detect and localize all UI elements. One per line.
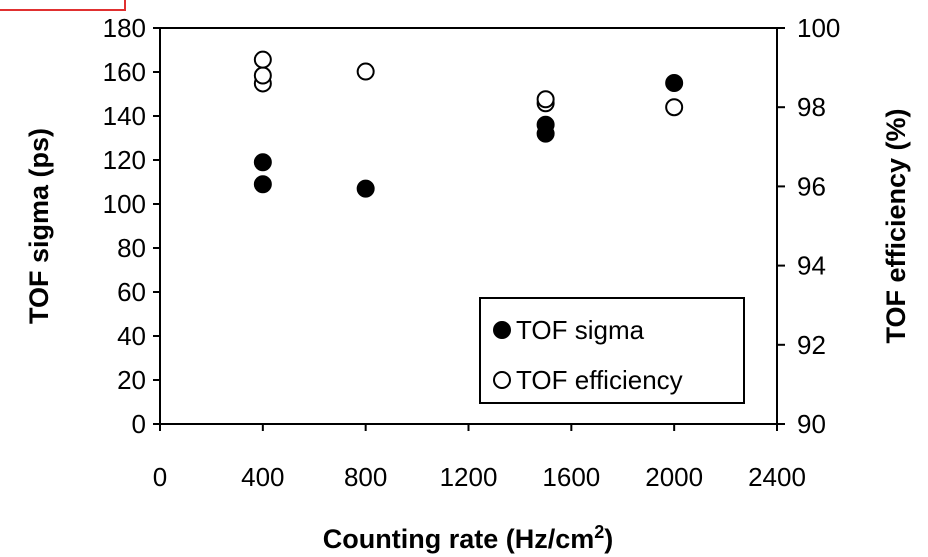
- y-tick-label: 160: [103, 57, 146, 87]
- point-tof-sigma: [356, 179, 375, 198]
- data-points: [253, 50, 684, 198]
- y-tick-label: 180: [103, 13, 146, 43]
- y-axis-right: 90 92 94 96 98 100: [777, 13, 840, 439]
- y2-tick-label: 96: [797, 171, 826, 201]
- y-tick-label: 60: [117, 277, 146, 307]
- point-tof-efficiency: [536, 90, 555, 109]
- y-axis-title: TOF sigma (ps): [24, 128, 54, 324]
- y-tick-label: 140: [103, 101, 146, 131]
- y2-tick-label: 92: [797, 330, 826, 360]
- x-tick-label: 0: [153, 462, 167, 492]
- y2-tick-label: 98: [797, 92, 826, 122]
- point-tof-sigma: [665, 74, 684, 92]
- y-tick-label: 0: [132, 409, 146, 439]
- legend: TOF sigma TOF efficiency: [479, 297, 745, 404]
- x-tick-label: 800: [344, 462, 387, 492]
- y2-tick-label: 100: [797, 13, 840, 43]
- x-axis-title-superscript: 2: [594, 522, 604, 542]
- point-tof-efficiency: [356, 62, 375, 81]
- point-tof-efficiency: [665, 98, 684, 117]
- x-axis-title-suffix: ): [604, 524, 613, 554]
- y-tick-label: 80: [117, 233, 146, 263]
- legend-label-tof-efficiency: TOF efficiency: [516, 365, 683, 395]
- point-tof-efficiency: [253, 66, 272, 85]
- y-axis-left: 0 20 40 60 80 100 120 140 160 180: [103, 13, 160, 439]
- y-tick-label: 20: [117, 365, 146, 395]
- legend-box: [479, 297, 745, 404]
- legend-marker-tof-efficiency: [493, 371, 511, 389]
- y2-axis-title: TOF efficiency (%): [881, 108, 911, 343]
- point-tof-efficiency: [253, 50, 272, 69]
- y-tick-label: 100: [103, 189, 146, 219]
- y2-tick-label: 90: [797, 409, 826, 439]
- x-axis-title: Counting rate (Hz/cm2): [323, 522, 614, 554]
- corner-red-mark: [0, 0, 126, 11]
- point-tof-sigma: [253, 175, 272, 194]
- x-tick-label: 400: [241, 462, 284, 492]
- legend-label-tof-sigma: TOF sigma: [516, 315, 645, 345]
- x-tick-label: 1200: [440, 462, 498, 492]
- y-tick-label: 120: [103, 145, 146, 175]
- point-tof-sigma: [536, 115, 555, 134]
- x-tick-label: 1600: [542, 462, 600, 492]
- y-tick-label: 40: [117, 321, 146, 351]
- y2-tick-label: 94: [797, 251, 826, 281]
- x-axis: 0 400 800 1200 1600 2000 2400: [153, 424, 806, 492]
- x-tick-label: 2400: [748, 462, 806, 492]
- point-tof-sigma: [253, 153, 272, 172]
- x-tick-label: 2000: [645, 462, 703, 492]
- legend-marker-tof-sigma: [493, 321, 511, 339]
